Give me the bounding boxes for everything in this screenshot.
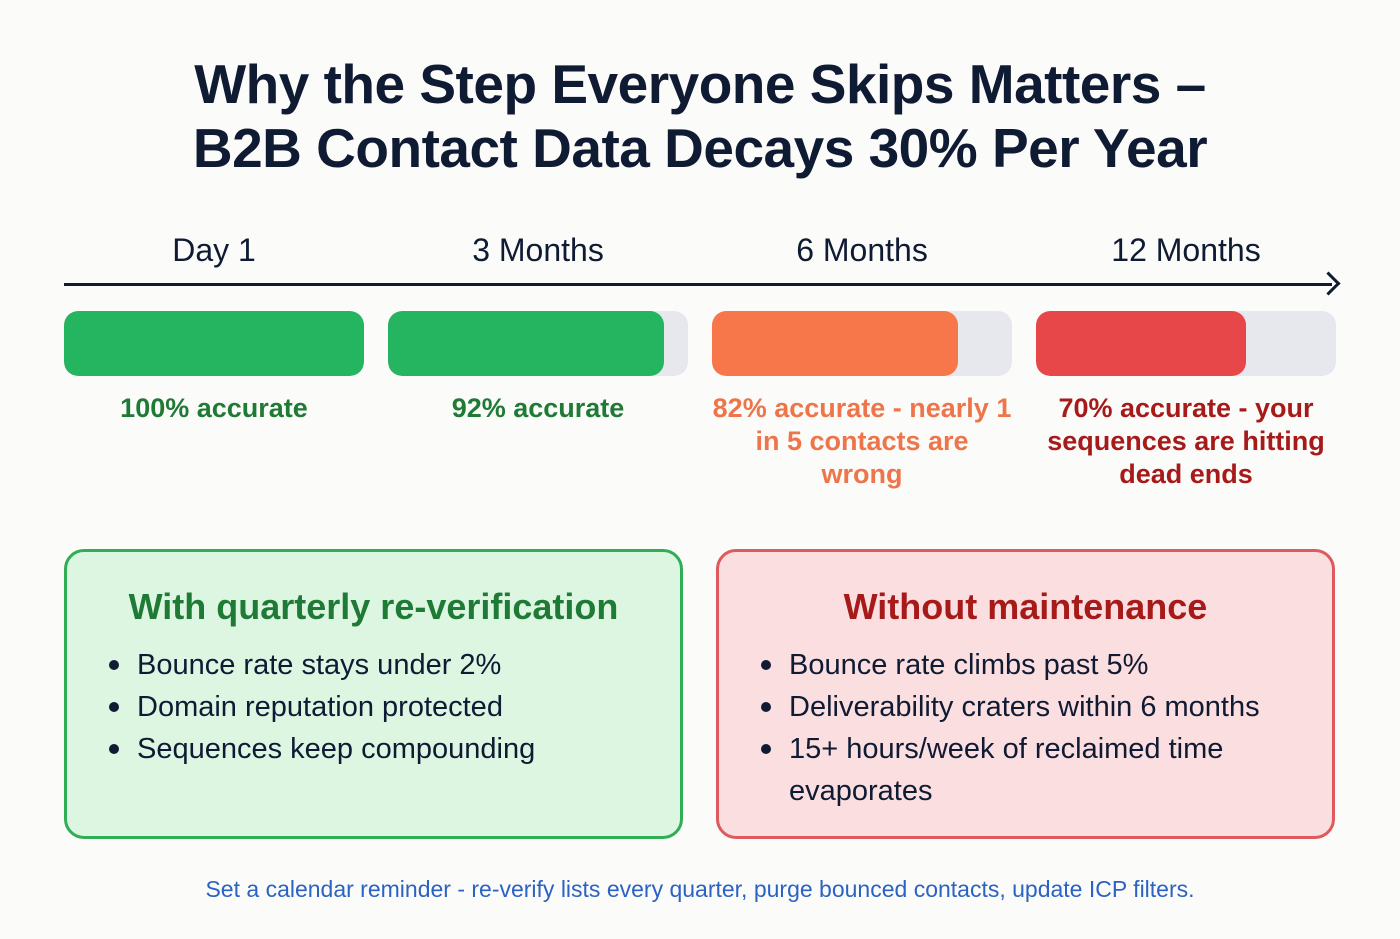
panel-title: With quarterly re-verification [128, 586, 619, 627]
bullet-icon [761, 744, 771, 754]
footer-tip: Set a calendar reminder - re-verify list… [205, 876, 1195, 902]
bullet-icon [109, 660, 119, 670]
list-item: Bounce rate stays under 2% [109, 644, 680, 686]
bullet-icon [761, 702, 771, 712]
without-maintenance-panel: Without maintenance Bounce rate climbs p… [716, 549, 1335, 839]
page-title: Why the Step Everyone Skips Matters – B2… [0, 52, 1400, 180]
timeline-axis [64, 283, 1332, 286]
list-item: Bounce rate climbs past 5% [761, 644, 1332, 686]
list-item: Sequences keep compounding [109, 728, 680, 770]
panel-title: Without maintenance [843, 586, 1208, 627]
with-reverification-panel: With quarterly re-verification Bounce ra… [64, 549, 683, 839]
title-line-1: Why the Step Everyone Skips Matters – [194, 53, 1206, 115]
benefit-list: Bounce rate stays under 2% Domain reputa… [67, 644, 680, 770]
caption-day-1: 100% accurate [120, 393, 308, 423]
caption-3-months: 92% accurate [451, 393, 625, 423]
accuracy-bar-6-months [712, 311, 1012, 376]
bar-fill [1036, 311, 1246, 376]
bullet-icon [761, 660, 771, 670]
list-item: Domain reputation protected [109, 686, 680, 728]
list-item-text: Bounce rate climbs past 5% [789, 649, 1149, 681]
bar-fill [388, 311, 664, 376]
list-item-text: Bounce rate stays under 2% [137, 649, 502, 681]
bullet-icon [109, 702, 119, 712]
bar-fill [64, 311, 364, 376]
stage-label-3-months: 3 Months [472, 232, 604, 268]
list-item: Deliverability craters within 6 months [761, 686, 1332, 728]
arrow-right-icon [1316, 271, 1341, 296]
caption-6-months: 82% accurate - nearly 1 in 5 contacts ar… [712, 393, 1012, 489]
bullet-icon [109, 744, 119, 754]
accuracy-bar-12-months [1036, 311, 1336, 376]
stage-label-12-months: 12 Months [1111, 232, 1261, 268]
accuracy-bar-day-1 [64, 311, 364, 376]
caption-12-months: 70% accurate - your sequences are hittin… [1047, 393, 1325, 489]
risk-list: Bounce rate climbs past 5% Deliverabilit… [719, 644, 1332, 812]
title-line-2: B2B Contact Data Decays 30% Per Year [192, 117, 1208, 179]
list-item: 15+ hours/week of reclaimed time evapora… [761, 728, 1332, 812]
list-item-text: 15+ hours/week of reclaimed time evapora… [789, 733, 1224, 807]
stage-label-day-1: Day 1 [172, 232, 256, 268]
list-item-text: Deliverability craters within 6 months [789, 691, 1260, 723]
stage-label-6-months: 6 Months [796, 232, 928, 268]
bar-fill [712, 311, 958, 376]
accuracy-bar-3-months [388, 311, 688, 376]
list-item-text: Domain reputation protected [137, 691, 503, 723]
list-item-text: Sequences keep compounding [137, 733, 536, 765]
